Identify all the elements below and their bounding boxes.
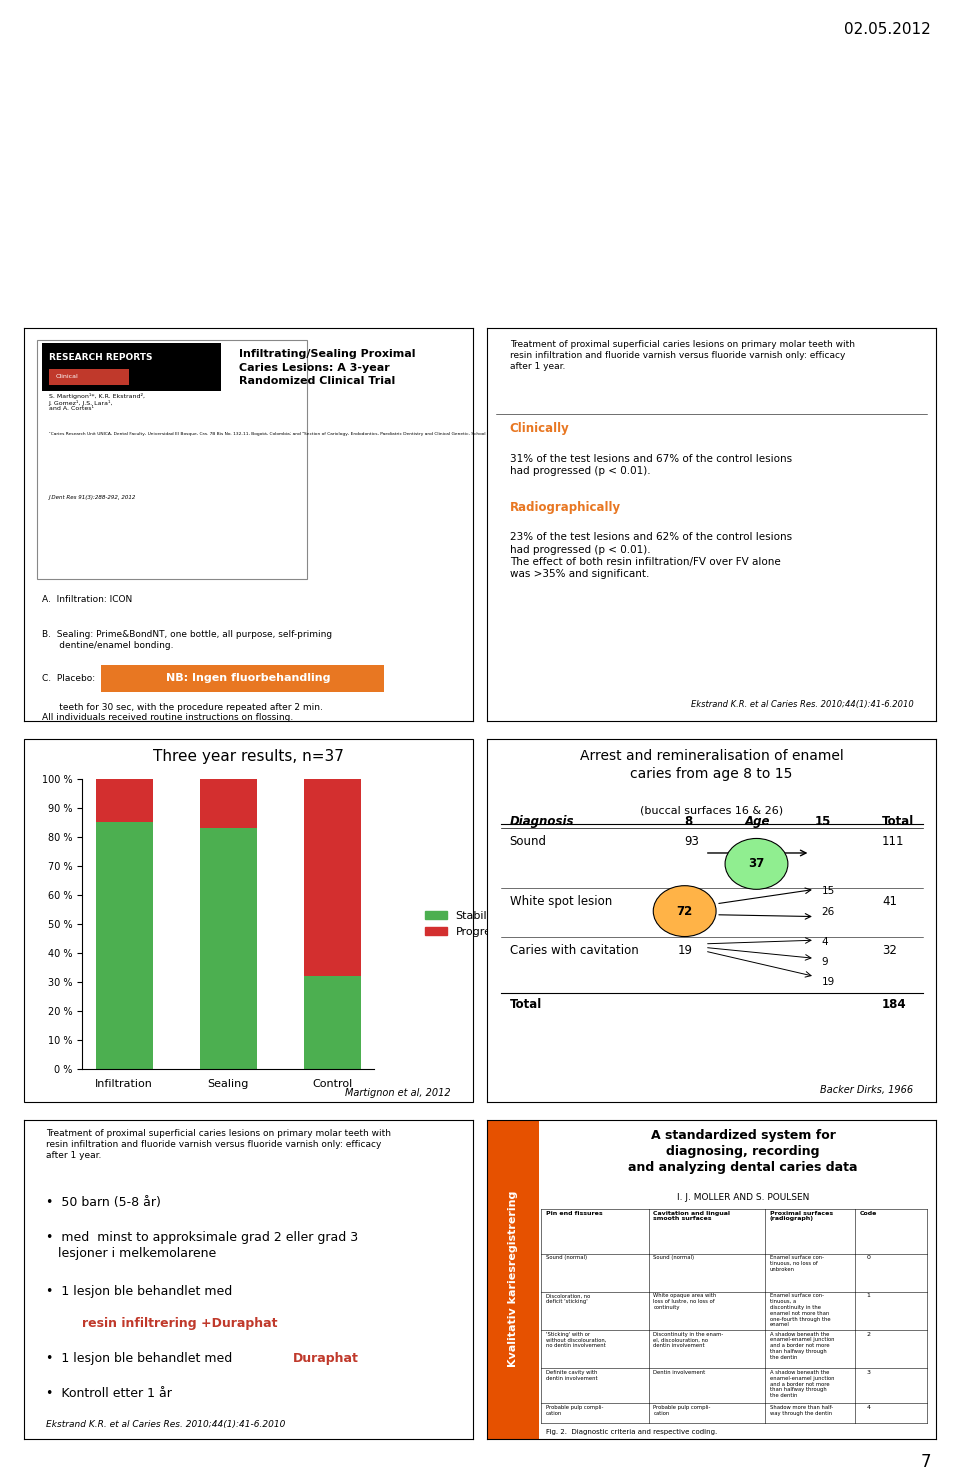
Text: Sound (normal): Sound (normal) bbox=[653, 1255, 694, 1261]
Text: Code: Code bbox=[860, 1210, 877, 1216]
Text: Probable pulp compli-
cation: Probable pulp compli- cation bbox=[653, 1404, 710, 1416]
Text: C.  Placebo:: C. Placebo: bbox=[42, 673, 98, 682]
Bar bbox=[200, 779, 257, 828]
Text: 41: 41 bbox=[882, 894, 898, 908]
Text: •  1 lesjon ble behandlet med: • 1 lesjon ble behandlet med bbox=[46, 1286, 232, 1299]
Text: (buccal surfaces 16 & 26): (buccal surfaces 16 & 26) bbox=[640, 805, 783, 816]
FancyBboxPatch shape bbox=[101, 664, 384, 693]
Text: Sound (normal): Sound (normal) bbox=[545, 1255, 587, 1261]
FancyBboxPatch shape bbox=[37, 340, 307, 580]
Text: White opaque area with
loss of lustre, no loss of
continuity: White opaque area with loss of lustre, n… bbox=[653, 1293, 716, 1309]
Circle shape bbox=[653, 885, 716, 937]
Text: teeth for 30 sec, with the procedure repeated after 2 min.: teeth for 30 sec, with the procedure rep… bbox=[42, 703, 323, 712]
Text: •  Kontroll etter 1 år: • Kontroll etter 1 år bbox=[46, 1388, 172, 1400]
Text: 19: 19 bbox=[678, 943, 693, 957]
Circle shape bbox=[725, 838, 788, 890]
Text: RESEARCH REPORTS: RESEARCH REPORTS bbox=[49, 353, 153, 362]
Text: 23% of the test lesions and 62% of the control lesions
had progressed (p < 0.01): 23% of the test lesions and 62% of the c… bbox=[510, 532, 792, 580]
Bar bbox=[303, 779, 361, 976]
Text: 2: 2 bbox=[867, 1332, 871, 1336]
Text: 8: 8 bbox=[684, 814, 693, 828]
Bar bbox=[200, 828, 257, 1069]
Text: 1: 1 bbox=[867, 1293, 871, 1299]
Text: Martignon et al, 2012: Martignon et al, 2012 bbox=[345, 1089, 450, 1099]
Text: 32: 32 bbox=[882, 943, 897, 957]
Bar bbox=[96, 779, 153, 822]
Text: Discoloration, no
deficit 'sticking': Discoloration, no deficit 'sticking' bbox=[545, 1293, 589, 1304]
Text: •  1 lesjon ble behandlet med: • 1 lesjon ble behandlet med bbox=[46, 1352, 237, 1366]
Text: 4: 4 bbox=[822, 937, 828, 946]
Bar bbox=[303, 976, 361, 1069]
Text: A shadow beneath the
enamel-enamel junction
and a border not more
than halfway t: A shadow beneath the enamel-enamel junct… bbox=[770, 1370, 834, 1398]
Text: 'Sticking' with or
without discolouration,
no dentin involvement: 'Sticking' with or without discolouratio… bbox=[545, 1332, 606, 1348]
Text: Pin end fissures: Pin end fissures bbox=[545, 1210, 602, 1216]
Text: Ekstrand K.R. et al Caries Res. 2010;44(1):41-6.2010: Ekstrand K.R. et al Caries Res. 2010;44(… bbox=[46, 1419, 286, 1430]
Text: 93: 93 bbox=[684, 835, 700, 848]
Text: 4: 4 bbox=[867, 1404, 871, 1410]
Text: Infiltrating/Sealing Proximal
Caries Lesions: A 3-year
Randomized Clinical Trial: Infiltrating/Sealing Proximal Caries Les… bbox=[239, 350, 416, 386]
Text: I. J. MOLLER AND S. POULSEN: I. J. MOLLER AND S. POULSEN bbox=[677, 1192, 809, 1203]
Text: Sound: Sound bbox=[510, 835, 546, 848]
Text: J Dent Res 91(3):288-292, 2012: J Dent Res 91(3):288-292, 2012 bbox=[49, 495, 136, 500]
Text: 26: 26 bbox=[822, 908, 835, 918]
Text: Total: Total bbox=[882, 814, 914, 828]
Text: All individuals received routine instructions on flossing.: All individuals received routine instruc… bbox=[42, 713, 293, 722]
Bar bbox=[96, 822, 153, 1069]
Text: 02.05.2012: 02.05.2012 bbox=[845, 22, 931, 37]
Text: Ekstrand K.R. et al Caries Res. 2010;44(1):41-6.2010: Ekstrand K.R. et al Caries Res. 2010;44(… bbox=[691, 700, 914, 709]
Text: Treatment of proximal superficial caries lesions on primary molar teeth with
res: Treatment of proximal superficial caries… bbox=[46, 1129, 392, 1160]
Text: A shadow beneath the
enamel-enamel junction
and a border not more
than halfway t: A shadow beneath the enamel-enamel junct… bbox=[770, 1332, 834, 1360]
Text: 37: 37 bbox=[749, 857, 764, 871]
Text: Kvalitativ kariesregistrering: Kvalitativ kariesregistrering bbox=[508, 1191, 517, 1367]
Text: Dentin involvement: Dentin involvement bbox=[653, 1370, 706, 1375]
Text: 184: 184 bbox=[882, 998, 907, 1011]
Text: Treatment of proximal superficial caries lesions on primary molar teeth with
res: Treatment of proximal superficial caries… bbox=[510, 340, 854, 371]
Text: S. Martignon¹*, K.R. Ekstrand²,
J. Gomez¹, J.S. Lara¹,
and A. Cortes¹: S. Martignon¹*, K.R. Ekstrand², J. Gomez… bbox=[49, 393, 145, 411]
FancyBboxPatch shape bbox=[42, 344, 222, 390]
Polygon shape bbox=[103, 669, 125, 688]
Text: •  med  minst to approksimale grad 2 eller grad 3
   lesjoner i melkemolarene: • med minst to approksimale grad 2 eller… bbox=[46, 1231, 359, 1261]
Text: 7: 7 bbox=[921, 1453, 931, 1471]
Text: 19: 19 bbox=[822, 976, 835, 986]
Text: Diagnosis: Diagnosis bbox=[510, 814, 574, 828]
Text: Probable pulp compli-
cation: Probable pulp compli- cation bbox=[545, 1404, 603, 1416]
Text: Backer Dirks, 1966: Backer Dirks, 1966 bbox=[821, 1084, 914, 1094]
Text: 3: 3 bbox=[867, 1370, 871, 1375]
Text: Total: Total bbox=[510, 998, 541, 1011]
Text: A standardized system for
diagnosing, recording
and analyzing dental caries data: A standardized system for diagnosing, re… bbox=[628, 1129, 858, 1175]
FancyBboxPatch shape bbox=[49, 369, 130, 384]
Text: Shadow more than half-
way through the dentin: Shadow more than half- way through the d… bbox=[770, 1404, 833, 1416]
Text: 9: 9 bbox=[822, 957, 828, 967]
Text: 15: 15 bbox=[815, 814, 831, 828]
Text: Clinical: Clinical bbox=[56, 374, 78, 380]
Text: 15: 15 bbox=[822, 885, 835, 896]
Text: Discontinuity in the enam-
el, discolouration, no
dentin involvement: Discontinuity in the enam- el, discolour… bbox=[653, 1332, 724, 1348]
Text: •  50 barn (5-8 år): • 50 barn (5-8 år) bbox=[46, 1197, 161, 1209]
Text: Caries with cavitation: Caries with cavitation bbox=[510, 943, 638, 957]
Text: Radiographically: Radiographically bbox=[510, 501, 621, 513]
FancyBboxPatch shape bbox=[487, 1120, 539, 1439]
Text: ¹Caries Research Unit UNICA, Dental Faculty, Universidad El Bosque, Cra. 7B Bis : ¹Caries Research Unit UNICA, Dental Facu… bbox=[49, 432, 819, 436]
Legend: Stabilization, Progression: Stabilization, Progression bbox=[420, 906, 529, 942]
Text: Duraphat: Duraphat bbox=[294, 1352, 359, 1366]
Text: NB: Ingen fluorbehandling: NB: Ingen fluorbehandling bbox=[166, 673, 330, 684]
Text: Cavitation and lingual
smooth surfaces: Cavitation and lingual smooth surfaces bbox=[653, 1210, 731, 1222]
Text: Proximal surfaces
(radiograph): Proximal surfaces (radiograph) bbox=[770, 1210, 833, 1222]
Text: Arrest and remineralisation of enamel
caries from age 8 to 15: Arrest and remineralisation of enamel ca… bbox=[580, 749, 844, 780]
Text: White spot lesion: White spot lesion bbox=[510, 894, 612, 908]
Text: A.  Infiltration: ICON: A. Infiltration: ICON bbox=[42, 595, 132, 604]
Text: 72: 72 bbox=[677, 905, 693, 918]
Text: B.  Sealing: Prime&BondNT, one bottle, all purpose, self-priming
      dentine/e: B. Sealing: Prime&BondNT, one bottle, al… bbox=[42, 630, 332, 651]
Text: Enamel surface con-
tinuous, a
discontinuity in the
enamel not more than
one-fou: Enamel surface con- tinuous, a discontin… bbox=[770, 1293, 830, 1327]
Text: Age: Age bbox=[745, 814, 771, 828]
Text: Fig. 2.  Diagnostic criteria and respective coding.: Fig. 2. Diagnostic criteria and respecti… bbox=[545, 1430, 717, 1436]
Text: Clinically: Clinically bbox=[510, 423, 569, 435]
Text: Definite cavity with
dentin involvement: Definite cavity with dentin involvement bbox=[545, 1370, 597, 1381]
Text: resin infiltrering +Duraphat: resin infiltrering +Duraphat bbox=[83, 1317, 277, 1330]
Text: 0: 0 bbox=[867, 1255, 871, 1261]
Text: Enamel surface con-
tinuous, no loss of
unbroken: Enamel surface con- tinuous, no loss of … bbox=[770, 1255, 824, 1272]
Text: Three year results, n=37: Three year results, n=37 bbox=[153, 749, 344, 764]
Text: 31% of the test lesions and 67% of the control lesions
had progressed (p < 0.01): 31% of the test lesions and 67% of the c… bbox=[510, 454, 792, 476]
Text: 111: 111 bbox=[882, 835, 904, 848]
